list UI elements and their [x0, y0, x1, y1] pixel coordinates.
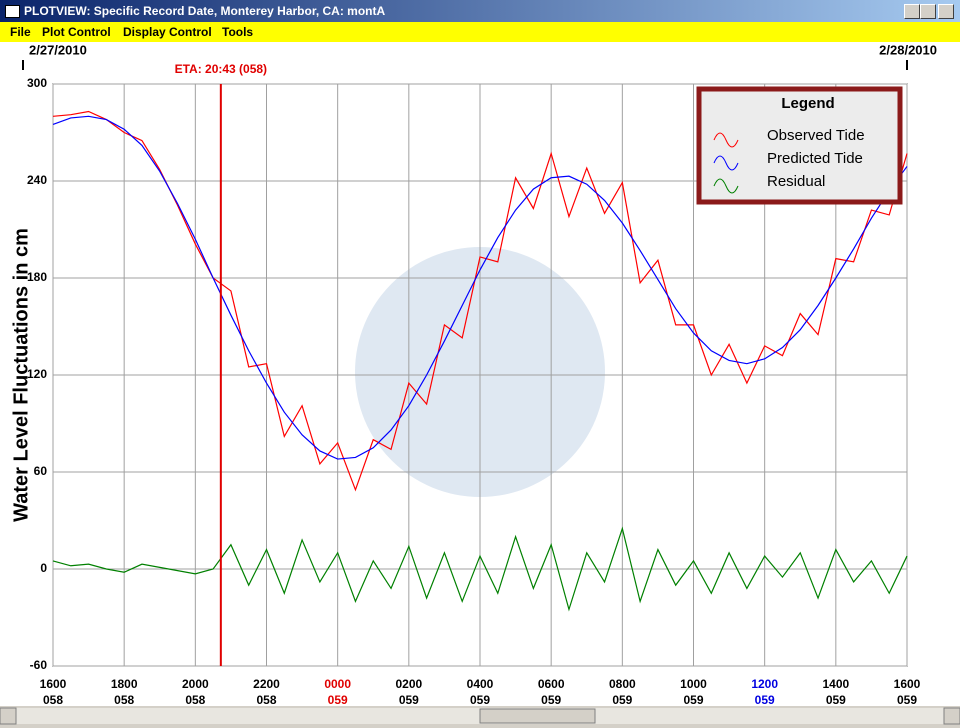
y-tick-label: 60: [34, 464, 48, 478]
grid: [52, 83, 908, 667]
menu-item[interactable]: Tools: [222, 25, 254, 39]
menu-item[interactable]: File: [10, 25, 31, 39]
legend-swatch: [713, 132, 739, 148]
y-tick-label: 240: [27, 173, 47, 187]
legend-label: Observed Tide: [767, 127, 865, 144]
plot: [52, 84, 908, 666]
y-tick-label: 0: [40, 561, 47, 575]
series-line: [52, 110, 908, 492]
maximize-button[interactable]: [920, 4, 936, 19]
x-tick-label: 0600: [538, 677, 565, 691]
x-tick-label: 1600: [894, 677, 921, 691]
x-tick-label: 1000: [680, 677, 707, 691]
chart: Water Level Fluctuations in cm Legend Ob…: [0, 42, 960, 725]
close-button[interactable]: [938, 4, 954, 19]
scroll-thumb[interactable]: [479, 708, 596, 724]
title-bar: PLOTVIEW: Specific Record Date, Monterey…: [0, 0, 960, 22]
x-tick-day: 059: [683, 693, 703, 707]
x-tick-day: 058: [185, 693, 205, 707]
scroll-left[interactable]: [0, 707, 17, 725]
y-tick-label: 300: [27, 76, 47, 90]
menu-item[interactable]: Plot Control: [42, 25, 111, 39]
legend-swatch: [713, 178, 739, 194]
x-tick-day: 059: [328, 693, 348, 707]
x-tick-label: 1800: [111, 677, 138, 691]
legend-box: [696, 86, 903, 205]
window-title: PLOTVIEW: Specific Record Date, Monterey…: [24, 4, 386, 18]
menu-bar: File Plot Control Display Control Tools: [0, 22, 960, 42]
legend-label: Predicted Tide: [767, 150, 863, 167]
x-tick-day: 059: [612, 693, 632, 707]
series-line: [52, 115, 908, 460]
x-tick-label: 1600: [40, 677, 67, 691]
x-tick-day: 059: [470, 693, 490, 707]
menu-item[interactable]: Display Control: [123, 25, 212, 39]
app-icon: [5, 5, 20, 18]
legend-label: Residual: [767, 173, 825, 190]
x-tick-label: 1400: [822, 677, 849, 691]
x-tick-label: 2200: [253, 677, 280, 691]
x-tick-label: 0000: [324, 677, 351, 691]
x-tick-day: 058: [256, 693, 276, 707]
legend-title: Legend: [781, 95, 834, 112]
x-tick-day: 059: [826, 693, 846, 707]
series-line: [52, 526, 908, 612]
x-tick-day: 058: [43, 693, 63, 707]
date-label: 2/27/2010: [29, 42, 87, 57]
y-tick-label: -60: [30, 658, 48, 672]
y-axis-title: Water Level Fluctuations in cm: [10, 228, 32, 522]
x-tick-day: 059: [399, 693, 419, 707]
x-tick-label: 1200: [751, 677, 778, 691]
y-tick-label: 120: [27, 367, 47, 381]
x-tick-label: 0400: [467, 677, 494, 691]
scroll-right[interactable]: [943, 707, 960, 725]
x-tick-label: 0200: [395, 677, 422, 691]
x-tick-day: 059: [897, 693, 917, 707]
x-tick-label: 0800: [609, 677, 636, 691]
x-tick-day: 059: [755, 693, 775, 707]
minimize-button[interactable]: [904, 4, 920, 19]
date-label: 2/28/2010: [879, 42, 937, 57]
x-tick-day: 059: [541, 693, 561, 707]
x-tick-label: 2000: [182, 677, 209, 691]
eta-label: ETA: 20:43 (058): [175, 62, 267, 76]
y-tick-label: 180: [27, 270, 47, 284]
legend-swatch: [713, 155, 739, 171]
x-tick-day: 058: [114, 693, 134, 707]
legend: Legend Observed Tide Predicted Tide Residu…: [696, 86, 903, 205]
